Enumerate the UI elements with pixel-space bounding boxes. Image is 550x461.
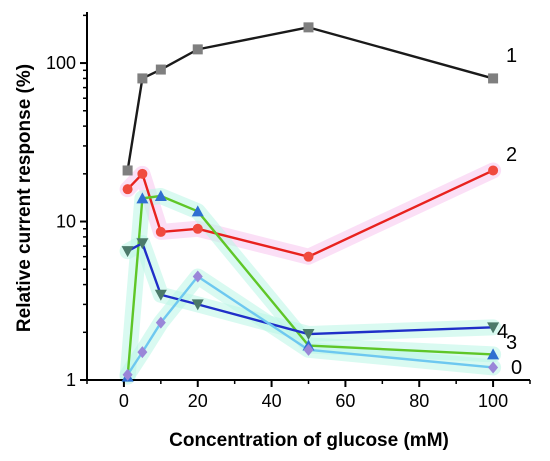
series-layer — [121, 22, 500, 382]
series-0-label: 0 — [511, 357, 522, 379]
y-tick-label: 100 — [46, 53, 76, 73]
series-0-point — [122, 368, 133, 381]
x-tick-label: 80 — [409, 391, 429, 411]
y-tick-label: 10 — [56, 212, 76, 232]
series-1-label: 1 — [506, 45, 517, 67]
series-0-point — [192, 270, 203, 283]
x-tick-label: 0 — [119, 391, 129, 411]
series-3-point — [487, 348, 500, 360]
series-3-point — [136, 192, 149, 204]
series-0-point — [155, 316, 166, 329]
y-axis-title: Relative current response (%) — [14, 64, 35, 332]
series-0-point — [488, 361, 499, 374]
series-1-point — [192, 44, 203, 55]
x-axis-title: Concentration of glucose (mM) — [169, 430, 449, 451]
series-0-point — [137, 346, 148, 359]
series-4-point — [487, 322, 500, 334]
series-1-point — [137, 73, 148, 84]
series-2-point — [488, 165, 499, 176]
x-tick-label: 100 — [478, 391, 508, 411]
series-3-point — [154, 189, 167, 201]
x-tick-label: 60 — [335, 391, 355, 411]
series-1-point — [122, 165, 133, 176]
series-1-point — [303, 22, 314, 33]
series-3-line — [126, 194, 494, 377]
series-2-point — [155, 226, 166, 237]
series-3-point — [191, 205, 204, 217]
series-1-point — [488, 73, 499, 84]
series-4-point — [191, 299, 204, 311]
series-4-point — [302, 329, 315, 341]
series-0-point — [303, 343, 314, 356]
series-2-point — [303, 251, 314, 262]
x-tick-label: 40 — [262, 391, 282, 411]
series-4-point — [136, 238, 149, 250]
x-tick-label: 20 — [188, 391, 208, 411]
series-4-point — [154, 289, 167, 301]
series-3-label: 3 — [506, 332, 517, 354]
series-labels: 1 2 340 — [497, 45, 522, 379]
series-2-label: 2 — [506, 144, 517, 166]
series-1-point — [155, 64, 166, 75]
series-4-point — [121, 246, 134, 258]
series-2-point — [137, 168, 148, 179]
series-0-line — [126, 275, 494, 376]
series-2-point — [122, 184, 133, 195]
series-4-label: 4 — [497, 321, 508, 343]
y-tick-label: 1 — [66, 370, 76, 390]
series-2-point — [192, 223, 203, 234]
series-1-line — [126, 26, 494, 171]
